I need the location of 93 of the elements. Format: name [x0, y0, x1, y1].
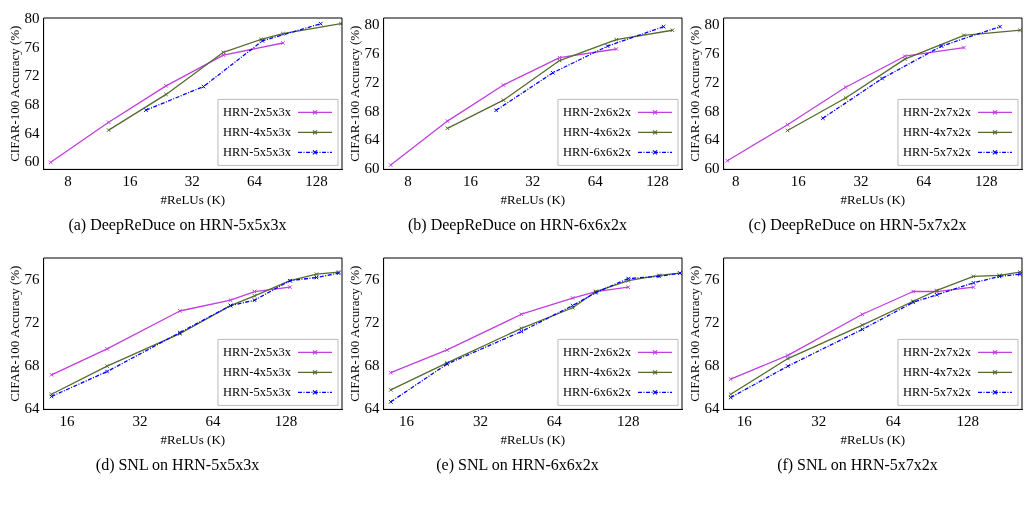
legend-label: HRN-4x7x2x — [902, 364, 972, 379]
legend-label: HRN-2x7x2x — [902, 104, 972, 119]
y-axis-title: CIFAR-100 Accuracy (%) — [687, 265, 703, 402]
x-tick-label: 16 — [790, 173, 807, 190]
y-axis-title: CIFAR-100 Accuracy (%) — [347, 265, 363, 402]
legend-label: HRN-4x6x2x — [562, 124, 632, 139]
x-tick-label: 64 — [885, 413, 902, 430]
x-tick-label: 64 — [246, 173, 263, 190]
y-tick-label: 68 — [24, 96, 40, 113]
x-tick-label: 64 — [916, 173, 932, 190]
y-tick-label: 80 — [704, 16, 720, 33]
x-tick-label: 16 — [462, 173, 479, 190]
x-tick-label: 32 — [853, 173, 869, 190]
y-tick-label: 60 — [24, 153, 40, 170]
x-axis-title: #ReLUs (K) — [840, 191, 906, 207]
y-tick-label: 76 — [364, 44, 381, 61]
legend-label: HRN-2x7x2x — [902, 344, 972, 359]
x-tick-label: 32 — [525, 173, 541, 190]
x-tick-label: 8 — [731, 173, 740, 190]
text: (a) DeepReDuce on HRN-5x5x3x — [67, 216, 288, 234]
legend-label: HRN-5x7x2x — [902, 144, 972, 159]
text: (e) SNL on HRN-6x6x2x — [435, 456, 600, 474]
x-tick-label: 128 — [646, 173, 669, 190]
x-axis-title: #ReLUs (K) — [840, 431, 906, 447]
x-tick-label: 128 — [975, 173, 998, 190]
legend-label: HRN-2x5x3x — [222, 104, 292, 119]
y-tick-label: 76 — [24, 270, 41, 287]
x-axis-title: #ReLUs (K) — [160, 191, 226, 207]
y-axis-title: CIFAR-100 Accuracy (%) — [687, 25, 703, 162]
y-tick-label: 64 — [364, 400, 381, 417]
x-axis-title: #ReLUs (K) — [500, 191, 566, 207]
y-axis-title: CIFAR-100 Accuracy (%) — [7, 25, 23, 162]
legend-label: HRN-4x5x3x — [222, 364, 292, 379]
y-tick-label: 64 — [24, 400, 41, 417]
y-tick-label: 72 — [704, 73, 720, 90]
x-tick-label: 32 — [811, 413, 827, 430]
y-tick-label: 60 — [704, 160, 720, 177]
y-axis-title: CIFAR-100 Accuracy (%) — [7, 265, 23, 402]
x-tick-label: 128 — [616, 413, 640, 430]
y-tick-label: 76 — [704, 44, 721, 61]
y-tick-label: 68 — [364, 357, 380, 374]
x-axis-title: #ReLUs (K) — [160, 431, 226, 447]
y-tick-label: 64 — [704, 131, 721, 148]
y-tick-label: 60 — [364, 160, 380, 177]
legend-label: HRN-5x5x3x — [222, 384, 292, 399]
y-tick-label: 76 — [364, 270, 381, 287]
y-tick-label: 68 — [364, 102, 380, 119]
y-tick-label: 64 — [24, 124, 41, 141]
y-tick-label: 72 — [704, 313, 720, 330]
text: (b) DeepReDuce on HRN-6x6x2x — [406, 216, 629, 234]
x-tick-label: 128 — [274, 413, 298, 430]
legend-label: HRN-6x6x2x — [562, 384, 632, 399]
x-tick-label: 64 — [205, 413, 221, 430]
y-tick-label: 68 — [24, 357, 40, 374]
text: (f) SNL on HRN-5x7x2x — [776, 456, 939, 474]
legend-label: HRN-6x6x2x — [562, 144, 632, 159]
y-tick-label: 76 — [704, 270, 721, 287]
x-tick-label: 16 — [122, 173, 139, 190]
x-tick-label: 16 — [399, 413, 415, 430]
y-tick-label: 76 — [24, 38, 41, 55]
legend-label: HRN-4x5x3x — [222, 124, 292, 139]
x-tick-label: 8 — [64, 173, 72, 190]
y-tick-label: 68 — [704, 102, 720, 119]
x-axis-title: #ReLUs (K) — [500, 431, 566, 447]
y-axis-title: CIFAR-100 Accuracy (%) — [347, 25, 363, 162]
legend-label: HRN-4x6x2x — [562, 364, 632, 379]
x-tick-label: 8 — [404, 173, 412, 190]
text: (c) DeepReDuce on HRN-5x7x2x — [747, 216, 968, 234]
y-tick-label: 64 — [364, 131, 381, 148]
y-tick-label: 80 — [24, 10, 40, 27]
y-tick-label: 64 — [704, 400, 721, 417]
x-tick-label: 16 — [736, 413, 753, 430]
x-tick-label: 64 — [587, 173, 604, 190]
x-tick-label: 32 — [132, 413, 148, 430]
x-tick-label: 128 — [305, 173, 328, 190]
legend-label: HRN-5x7x2x — [902, 384, 972, 399]
y-tick-label: 80 — [364, 16, 380, 33]
legend-label: HRN-2x6x2x — [562, 344, 632, 359]
y-tick-label: 68 — [704, 357, 720, 374]
x-tick-label: 128 — [956, 413, 980, 430]
legend-label: HRN-2x5x3x — [222, 344, 292, 359]
y-tick-label: 72 — [364, 313, 380, 330]
x-tick-label: 16 — [59, 413, 76, 430]
y-tick-label: 72 — [24, 67, 40, 84]
legend-label: HRN-2x6x2x — [562, 104, 632, 119]
text: (d) SNL on HRN-5x5x3x — [94, 456, 261, 474]
y-tick-label: 72 — [24, 313, 40, 330]
x-tick-label: 32 — [472, 413, 488, 430]
y-tick-label: 72 — [364, 73, 380, 90]
legend-label: HRN-5x5x3x — [222, 144, 292, 159]
x-tick-label: 64 — [546, 413, 563, 430]
legend-label: HRN-4x7x2x — [902, 124, 972, 139]
x-tick-label: 32 — [184, 173, 200, 190]
